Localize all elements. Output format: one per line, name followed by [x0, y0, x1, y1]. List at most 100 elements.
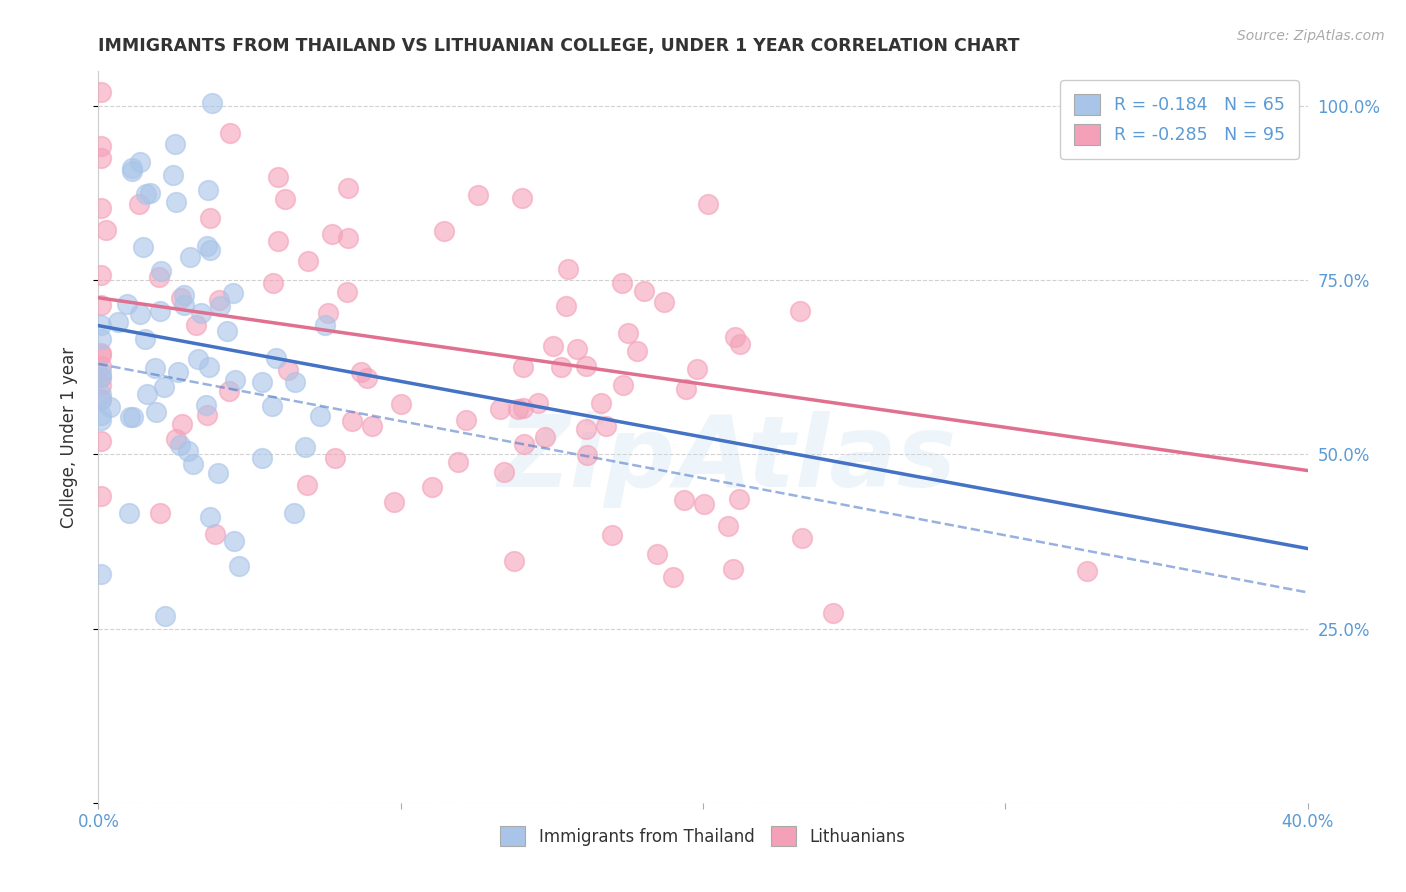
Point [219, 126, 242, 140]
Point [90, 387, 112, 401]
Point [139, 186, 162, 200]
Point [90, 268, 112, 282]
Point [309, 409, 332, 423]
Point [575, 449, 598, 463]
Point [149, 304, 172, 318]
Point [90, 202, 112, 216]
Point [267, 169, 290, 184]
Point [128, 197, 150, 211]
Point [94, 223, 117, 237]
Point [727, 492, 749, 507]
Text: ZipAtlas: ZipAtlas [498, 410, 957, 508]
Point [510, 191, 533, 205]
Point [336, 285, 359, 300]
Point [294, 440, 316, 454]
Point [90, 370, 112, 384]
Point [645, 548, 668, 562]
Point [589, 396, 612, 410]
Point [181, 458, 204, 472]
Point [697, 196, 720, 211]
Point [90, 85, 112, 99]
Point [512, 360, 534, 375]
Point [1076, 564, 1098, 578]
Point [195, 409, 218, 423]
Point [686, 362, 709, 376]
Point [361, 419, 384, 434]
Point [90, 332, 112, 346]
Text: IMMIGRANTS FROM THAILAND VS LITHUANIAN COLLEGE, UNDER 1 YEAR CORRELATION CHART: IMMIGRANTS FROM THAILAND VS LITHUANIAN C… [98, 37, 1019, 54]
Point [730, 337, 752, 351]
Point [626, 344, 648, 359]
Point [724, 330, 747, 344]
Point [356, 371, 378, 385]
Point [209, 299, 232, 313]
Point [148, 269, 170, 284]
Point [163, 137, 186, 152]
Point [90, 359, 112, 374]
Point [492, 466, 515, 480]
Point [197, 182, 219, 196]
Point [204, 526, 226, 541]
Point [128, 154, 150, 169]
Point [107, 315, 129, 329]
Point [207, 466, 229, 480]
Point [90, 348, 112, 362]
Point [284, 375, 307, 389]
Point [600, 528, 623, 542]
Point [555, 299, 578, 313]
Point [823, 606, 845, 620]
Point [177, 443, 200, 458]
Point [167, 365, 190, 379]
Point [790, 532, 813, 546]
Point [489, 402, 512, 417]
Point [90, 318, 112, 332]
Point [567, 342, 589, 356]
Point [198, 359, 221, 374]
Point [173, 288, 195, 302]
Point [90, 392, 112, 406]
Point [173, 298, 195, 312]
Point [121, 164, 143, 178]
Point [198, 211, 221, 226]
Point [467, 188, 489, 202]
Legend: Immigrants from Thailand, Lithuanians: Immigrants from Thailand, Lithuanians [494, 820, 912, 853]
Point [132, 240, 155, 254]
Point [693, 497, 716, 511]
Point [316, 306, 339, 320]
Point [118, 409, 141, 424]
Point [155, 608, 177, 623]
Point [283, 506, 305, 520]
Point [633, 285, 655, 299]
Point [179, 250, 201, 264]
Point [342, 414, 364, 428]
Point [90, 298, 112, 312]
Point [277, 363, 299, 377]
Point [224, 373, 246, 387]
Point [149, 506, 172, 520]
Point [218, 384, 240, 398]
Point [262, 276, 284, 290]
Text: Source: ZipAtlas.com: Source: ZipAtlas.com [1237, 29, 1385, 43]
Point [128, 306, 150, 320]
Point [118, 506, 141, 520]
Point [274, 192, 297, 206]
Point [90, 413, 112, 427]
Point [135, 387, 157, 401]
Point [502, 554, 524, 568]
Point [789, 304, 811, 318]
Point [149, 264, 172, 278]
Point [121, 161, 143, 175]
Point [165, 194, 187, 209]
Point [527, 395, 550, 409]
Point [575, 359, 598, 373]
Point [662, 569, 685, 583]
Point [228, 559, 250, 574]
Point [550, 359, 572, 374]
Point [90, 434, 112, 448]
Point [512, 401, 534, 415]
Point [135, 186, 157, 201]
Point [143, 361, 166, 376]
Point [575, 422, 598, 436]
Point [201, 95, 224, 110]
Point [90, 138, 112, 153]
